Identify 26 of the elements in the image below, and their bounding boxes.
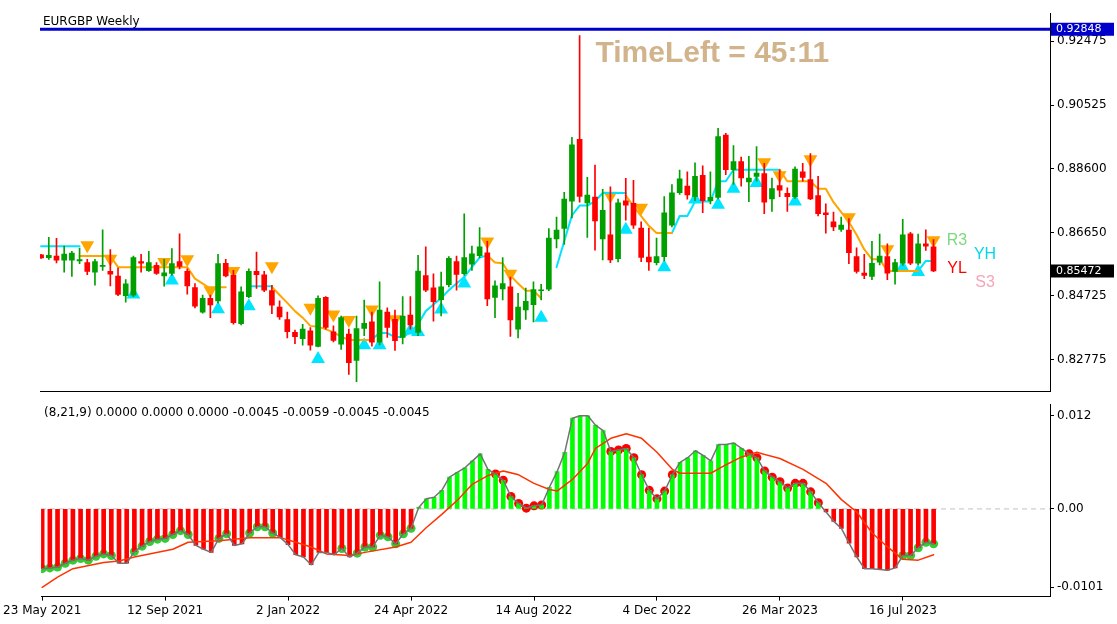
x-tick-label: 2 Jan 2022 — [255, 602, 321, 617]
x-tick-label: 4 Dec 2022 — [622, 602, 692, 617]
y-tick-label: 0.90525 — [1057, 97, 1107, 112]
x-tick-label: 26 Mar 2023 — [741, 602, 818, 617]
y-tick-label: 0.82775 — [1057, 351, 1107, 366]
y-tick-label: 0.84725 — [1057, 287, 1107, 302]
annotation: TimeLeft = 45:11 — [595, 35, 830, 68]
text: 0.85472 — [1056, 264, 1102, 278]
chart-title: (8,21,9) 0.0000 0.0000 0.0000 -0.0045 -0.0059 -0.0045 -0.0045 — [44, 405, 430, 420]
x-tick-label: 12 Sep 2021 — [127, 602, 204, 617]
ref-line-label: 0.92848 — [1056, 22, 1102, 36]
x-tick-label: 16 Jul 2023 — [868, 602, 937, 617]
x-tick-label: 23 May 2021 — [3, 602, 82, 617]
y-tick-label: 0.92475 — [1057, 33, 1107, 48]
y-tick-label: 0.86650 — [1057, 224, 1107, 239]
x-tick-label: 14 Aug 2022 — [495, 602, 573, 617]
annotation: S3 — [975, 273, 995, 291]
y-tick-label: 0.012 — [1057, 407, 1092, 422]
chart-title: EURGBP Weekly — [43, 14, 140, 28]
annotation: YL — [947, 259, 967, 277]
annotation: YH — [973, 245, 997, 263]
y-tick-label: 0.88600 — [1057, 160, 1107, 175]
y-tick-label: 0.00 — [1057, 501, 1084, 516]
x-tick-label: 24 Apr 2022 — [373, 602, 449, 617]
annotation: R3 — [946, 231, 968, 249]
y-tick-label: -0.0101 — [1057, 579, 1104, 594]
